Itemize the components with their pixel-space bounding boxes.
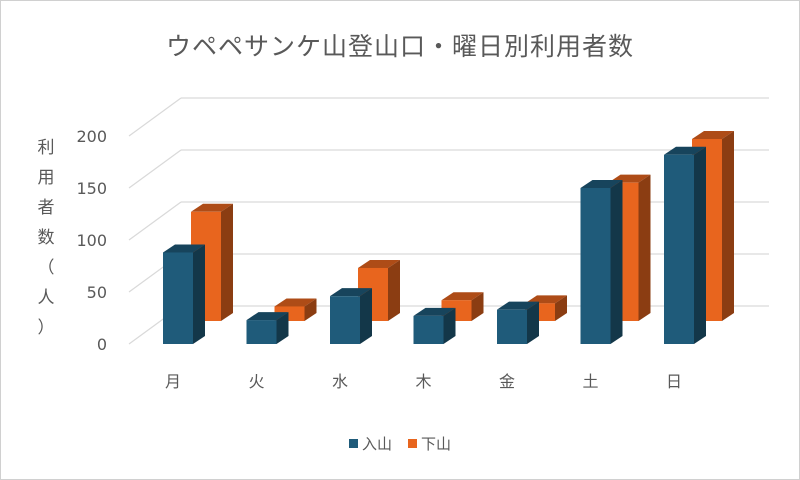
bar-exit-side (304, 298, 317, 321)
y-axis-label: 利用者数（人） (37, 138, 55, 338)
x-tick-label: 金 (499, 372, 515, 391)
bar-entry (580, 188, 611, 344)
bar-exit-side (221, 203, 233, 321)
bar-entry-side (193, 244, 205, 344)
bar-entry-top (330, 288, 372, 297)
bar-entry (163, 252, 193, 344)
bar-entry-top (497, 301, 539, 310)
gridline-diagonal (128, 201, 182, 241)
bar-entry (664, 154, 694, 344)
bar-entry-side (443, 307, 456, 344)
y-tick-label: 100 (76, 231, 107, 250)
bar-entry-top (580, 180, 623, 188)
bar-entry-side (527, 301, 539, 344)
bar-exit-top (191, 203, 233, 212)
bar-exit-side (388, 259, 400, 321)
gridline-diagonal (128, 149, 182, 189)
x-tick-label: 木 (415, 372, 431, 391)
bar-exit-side (555, 295, 567, 321)
y-tick-label: 50 (87, 283, 107, 302)
x-tick-label: 土 (582, 372, 598, 391)
bar-exit-side (722, 131, 734, 321)
bar-entry-side (694, 146, 706, 344)
y-tick-label: 150 (76, 179, 107, 198)
bar-exit-side (638, 174, 651, 321)
legend-item: 入山 (348, 433, 392, 454)
legend-item: 下山 (408, 433, 451, 454)
bar-exit-top (274, 298, 317, 307)
bar-entry-top (413, 307, 456, 316)
bar-entry-top (246, 312, 289, 321)
y-tick-label: 0 (97, 335, 107, 354)
bar-entry (246, 320, 277, 344)
legend-swatch (348, 439, 358, 448)
gridline-diagonal (128, 97, 182, 137)
legend: 入山 下山 (1, 433, 799, 454)
bar-entry (330, 296, 360, 344)
bar-entry-top (163, 244, 205, 253)
legend-label: 入山 (361, 435, 392, 453)
bar-entry-side (360, 288, 372, 344)
x-tick-label: 日 (666, 372, 682, 391)
y-tick-label: 200 (76, 127, 107, 146)
bar-entry-top (664, 146, 706, 155)
legend-swatch (408, 439, 417, 448)
bar-exit-top (692, 131, 734, 139)
bar-exit-top (525, 295, 567, 304)
x-tick-label: 水 (332, 372, 348, 391)
bar-exit-side (471, 292, 484, 321)
chart-title: ウペペサンケ山登山口・曜日別利用者数 (165, 32, 634, 61)
bar-exit-top (441, 292, 484, 301)
bar-entry (497, 309, 527, 344)
legend-label: 下山 (421, 435, 452, 453)
x-tick-label: 火 (248, 372, 264, 391)
bar-entry-side (610, 180, 623, 344)
bar-exit-top (358, 259, 400, 268)
bar-entry-side (276, 312, 289, 344)
bar-entry (413, 315, 444, 344)
x-tick-label: 月 (165, 372, 181, 391)
